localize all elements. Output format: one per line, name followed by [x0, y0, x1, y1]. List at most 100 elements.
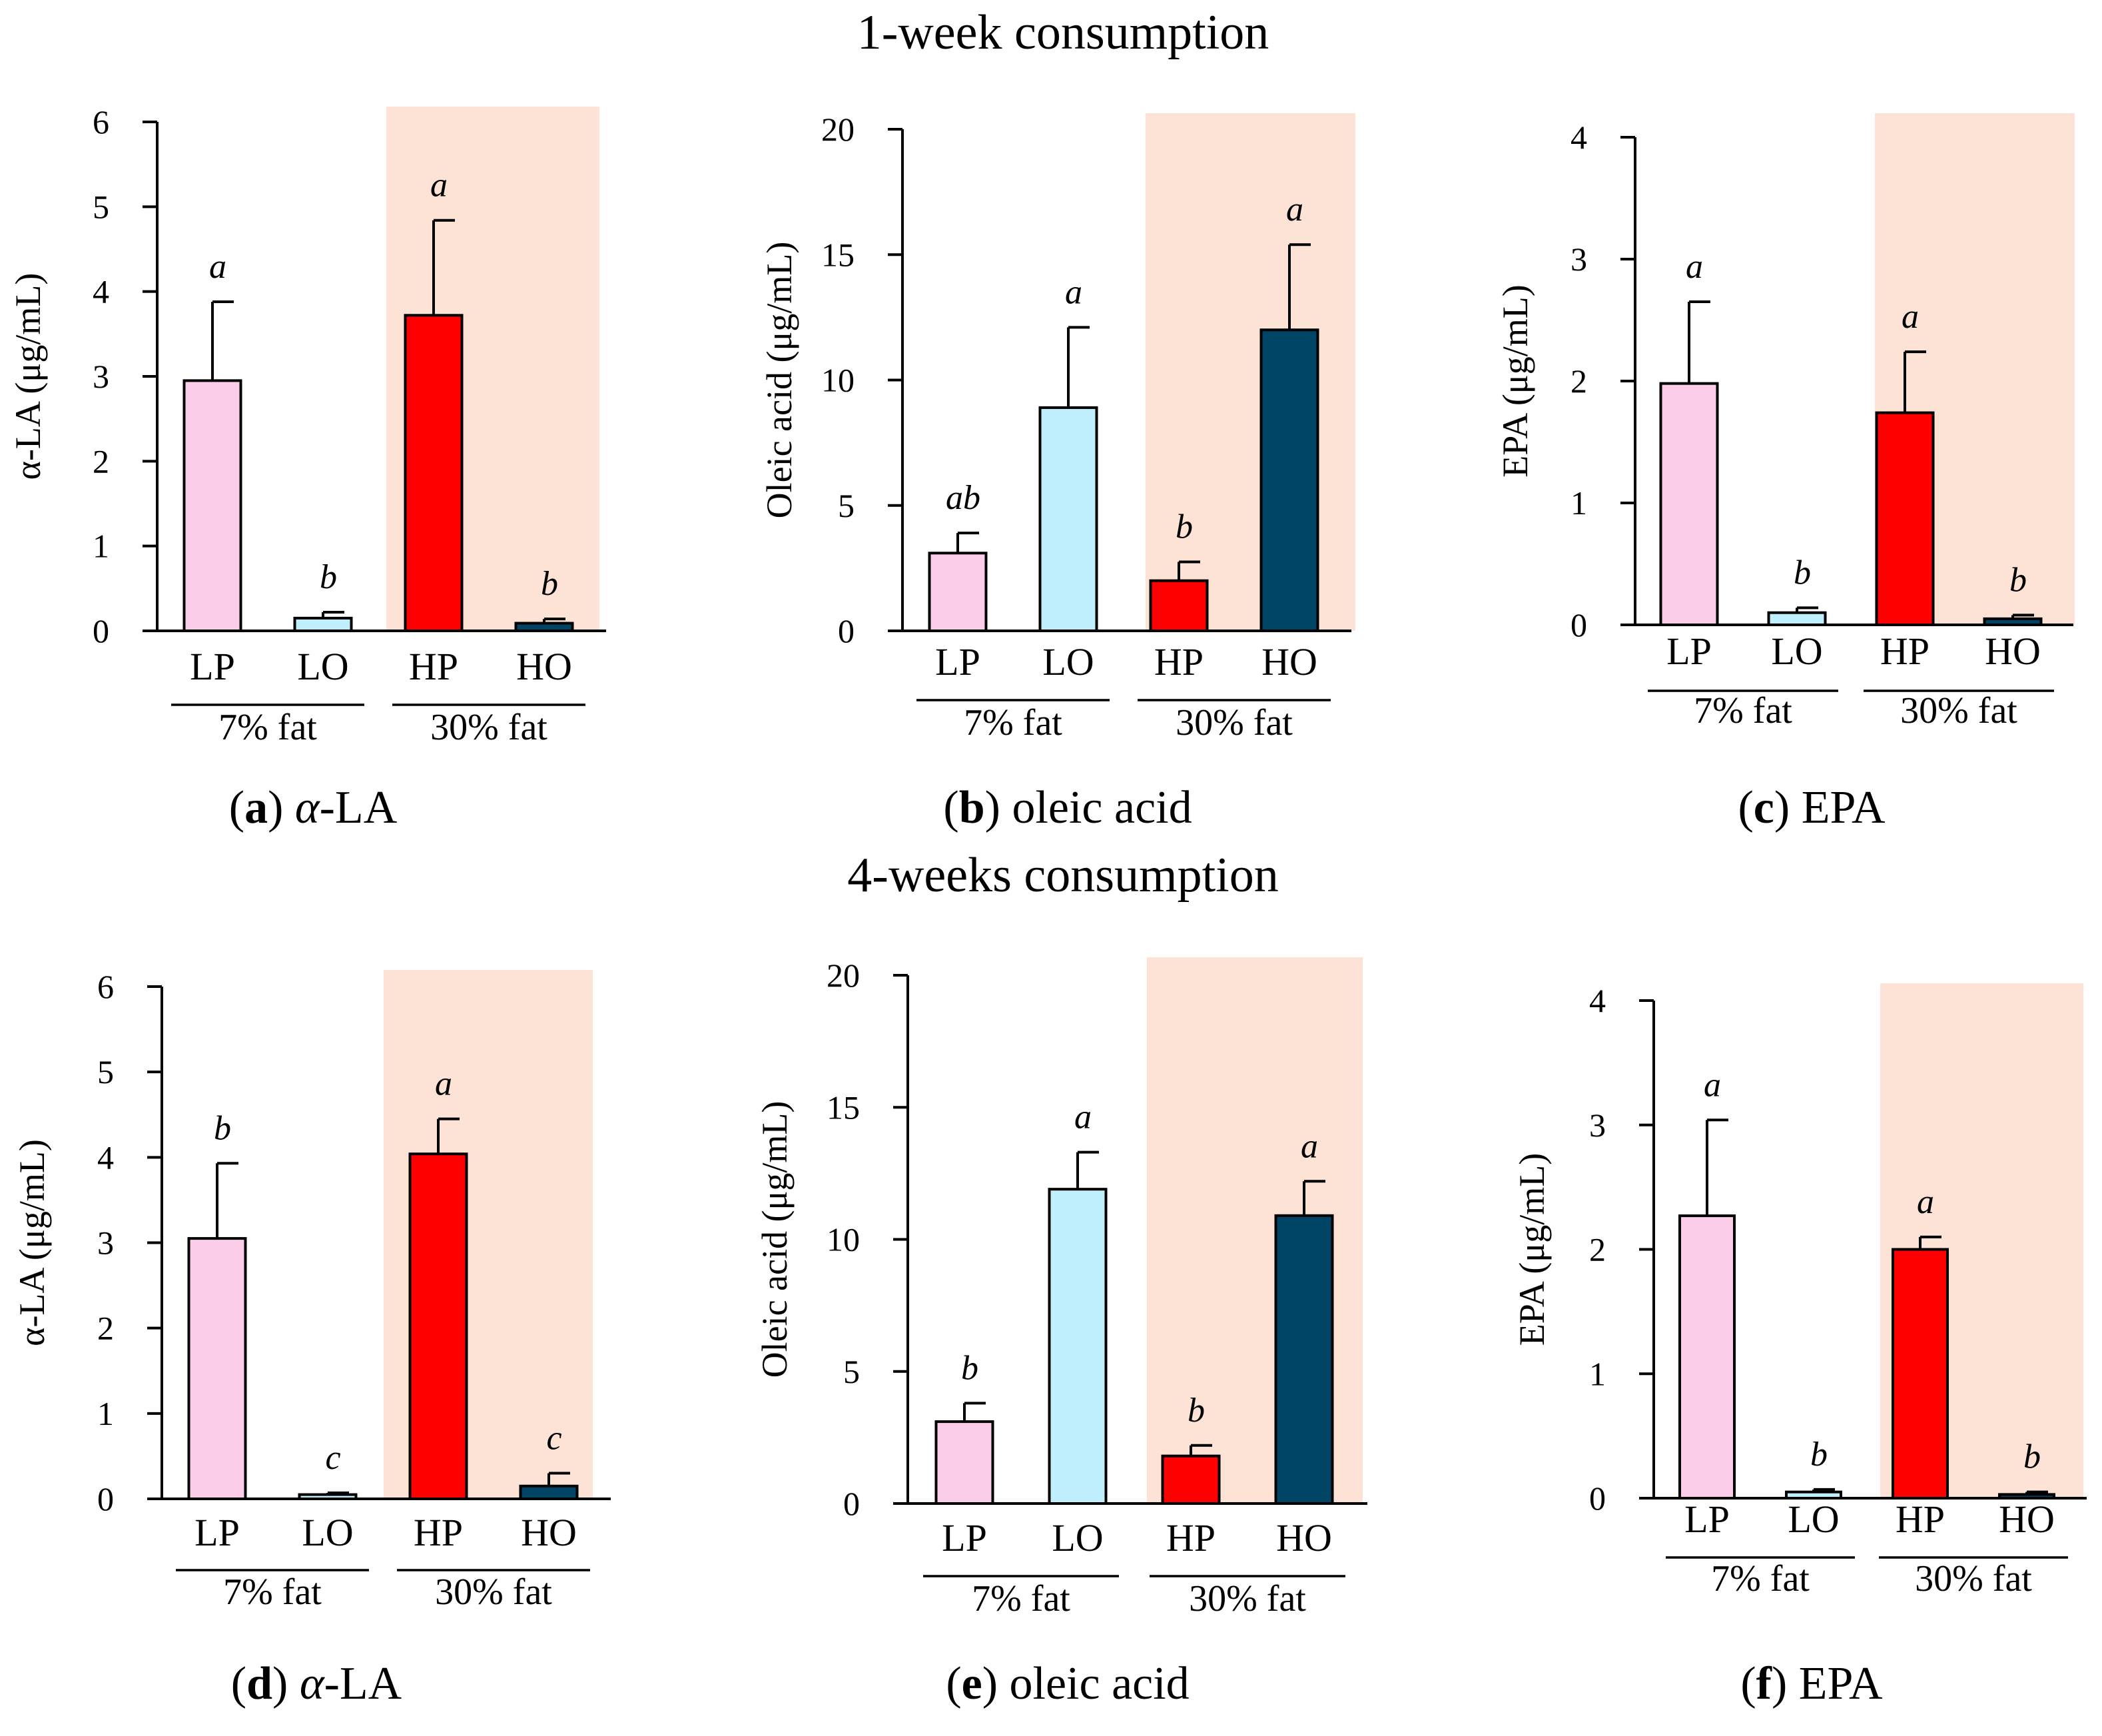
panel-d-sig-LP: b — [214, 1109, 231, 1147]
panel-b-category-LP: LP — [935, 640, 980, 683]
panel-f-bar-LP — [1678, 1214, 1736, 1500]
panel-b-bar-HP — [1149, 579, 1209, 633]
panel-b-sig-LP: ab — [946, 479, 980, 517]
panel-f-ytick-label-2: 2 — [1589, 1231, 1606, 1268]
panel-b-chart: 0 5 10 15 20 Oleic acid (μg/mL) ab LP a LO b HP a HO 7… — [759, 111, 1355, 743]
panel-a-ytick-label-5: 5 — [93, 188, 109, 225]
panel-a-ytick-label-4: 4 — [93, 273, 109, 310]
caption-c: (c) EPA — [1738, 782, 1885, 833]
caption-a: (a) α-LA — [229, 782, 398, 833]
panel-d-bar-LO — [298, 1493, 358, 1500]
panel-e-ytick-label-15: 15 — [827, 1088, 860, 1126]
panel-f-sig-LO: b — [1810, 1436, 1828, 1474]
panel-a-bar-LO — [293, 616, 353, 633]
panel-e-bar-LP — [934, 1420, 994, 1505]
panel-c-ytick-label-4: 4 — [1571, 119, 1587, 156]
panel-d-group-label-0: 7% fat — [223, 1571, 322, 1613]
panel-d-category-HO: HO — [521, 1511, 577, 1554]
panel-e-bar-LO — [1048, 1188, 1108, 1506]
panel-c-ytick-label-0: 0 — [1571, 606, 1587, 644]
panel-c-bar-HO — [1983, 617, 2043, 626]
panel-a-y-axis-label: α-LA (μg/mL) — [8, 273, 48, 480]
panel-f-category-HO: HO — [1999, 1498, 2055, 1541]
panel-b-sig-HO: a — [1286, 191, 1303, 228]
panel-a-bar-LP — [182, 379, 242, 632]
panel-b-ytick-label-5: 5 — [838, 487, 855, 524]
panel-e-group-label-0: 7% fat — [972, 1578, 1070, 1619]
panel-c-category-HO: HO — [1985, 630, 2041, 673]
panel-f-sig-LP: a — [1704, 1066, 1721, 1104]
panel-a-group-label-0: 7% fat — [218, 707, 317, 748]
panel-b-category-HO: HO — [1261, 640, 1317, 683]
panel-e-category-LP: LP — [942, 1516, 987, 1559]
caption-e: (e) oleic acid — [946, 1658, 1189, 1709]
panel-f-sig-HP: a — [1917, 1183, 1934, 1221]
panel-a-category-LP: LP — [190, 645, 235, 688]
panel-a-sig-HO: b — [541, 565, 558, 603]
panel-f-y-axis-label: EPA (μg/mL) — [1512, 1153, 1552, 1346]
panel-a-sig-LO: b — [320, 558, 337, 596]
panel-c-ytick-label-3: 3 — [1571, 240, 1587, 278]
panel-e-sig-LP: b — [961, 1349, 978, 1387]
panel-a-category-HO: HO — [516, 645, 572, 688]
panel-b-ytick-label-15: 15 — [821, 236, 855, 273]
panel-d-category-HP: HP — [414, 1511, 463, 1554]
panel-a-ytick-label-2: 2 — [93, 442, 109, 480]
panel-d-bar-HP — [408, 1152, 468, 1500]
panel-d-ytick-label-0: 0 — [97, 1480, 114, 1518]
panel-d-ytick-label-6: 6 — [97, 968, 114, 1005]
panel-c-category-HP: HP — [1880, 630, 1929, 673]
caption-d: (d) α-LA — [231, 1658, 402, 1709]
section-title-1week: 1-week consumption — [857, 5, 1269, 60]
panel-c-bar-HP — [1875, 411, 1935, 627]
panel-c-chart: 0 1 2 3 4 EPA (μg/mL) a LP b LO a HP b HO 7% fat 30% fa… — [1495, 113, 2075, 731]
panel-b-shade-30fat — [1146, 113, 1355, 631]
panel-d-group-label-1: 30% fat — [435, 1571, 552, 1613]
panel-f-ytick-label-4: 4 — [1589, 982, 1606, 1019]
panel-d-ytick-label-3: 3 — [97, 1224, 114, 1262]
panel-f-category-HP: HP — [1896, 1498, 1945, 1541]
panel-c-ytick-label-2: 2 — [1571, 362, 1587, 400]
panel-d-ytick-label-4: 4 — [97, 1138, 114, 1176]
panel-a-category-HP: HP — [409, 645, 458, 688]
panel-e-chart: 0 5 10 15 20 Oleic acid (μg/mL) b LP a LO b HP a HO 7%… — [755, 957, 1367, 1619]
panel-a-ytick-label-0: 0 — [93, 612, 109, 650]
panel-b-bar-LO — [1038, 406, 1098, 632]
panel-b-ytick-label-0: 0 — [838, 612, 855, 650]
panel-d-bar-HO — [519, 1484, 579, 1500]
panel-b-ytick-label-10: 10 — [821, 362, 855, 399]
panel-d-bar-LP — [187, 1237, 247, 1500]
panel-a-ytick-label-3: 3 — [93, 358, 109, 395]
panel-f-chart: 0 1 2 3 4 EPA (μg/mL) a LP b LO a HP b HO 7% fat 30% fa… — [1512, 982, 2087, 1599]
panel-f-sig-HO: b — [2023, 1438, 2041, 1476]
panel-c-group-label-1: 30% fat — [1900, 690, 2017, 731]
panel-a-sig-LP: a — [209, 248, 226, 286]
panel-c-y-axis-label: EPA (μg/mL) — [1495, 284, 1535, 478]
panel-b-group-label-1: 30% fat — [1176, 702, 1293, 743]
caption-f: (f) EPA — [1740, 1658, 1883, 1709]
panel-a-bar-HO — [514, 622, 574, 632]
panel-f-ytick-label-1: 1 — [1589, 1355, 1606, 1392]
section-title-4weeks: 4-weeks consumption — [847, 848, 1278, 903]
panel-c-bar-LP — [1659, 382, 1719, 626]
panel-d-category-LP: LP — [194, 1511, 240, 1554]
panel-e-category-HP: HP — [1166, 1516, 1216, 1559]
panel-e-ytick-label-0: 0 — [843, 1485, 860, 1522]
panel-c-sig-HO: b — [2009, 561, 2027, 599]
panel-e-ytick-label-20: 20 — [827, 957, 860, 994]
panel-e-category-LO: LO — [1052, 1516, 1103, 1559]
panel-f-bar-HP — [1892, 1248, 1949, 1500]
panel-d-sig-HO: c — [546, 1420, 561, 1458]
panel-a-bar-HP — [404, 314, 464, 632]
panel-a-chart: 0 1 2 3 4 5 6 α-LA (μg/mL) a LP b LO a HP b HO 7% fat 30%… — [8, 103, 606, 748]
panel-a-sig-HP: a — [430, 167, 448, 205]
panel-a-category-LO: LO — [297, 645, 348, 688]
panel-f-group-label-0: 7% fat — [1711, 1558, 1810, 1599]
panel-f-category-LO: LO — [1788, 1498, 1839, 1541]
panel-b-category-HP: HP — [1154, 640, 1204, 683]
panel-f-group-label-1: 30% fat — [1915, 1558, 2032, 1599]
panel-c-category-LO: LO — [1771, 630, 1822, 673]
panel-b-sig-LO: a — [1065, 273, 1082, 311]
panel-e-sig-LO: a — [1074, 1098, 1092, 1136]
panel-c-sig-LP: a — [1686, 248, 1703, 286]
